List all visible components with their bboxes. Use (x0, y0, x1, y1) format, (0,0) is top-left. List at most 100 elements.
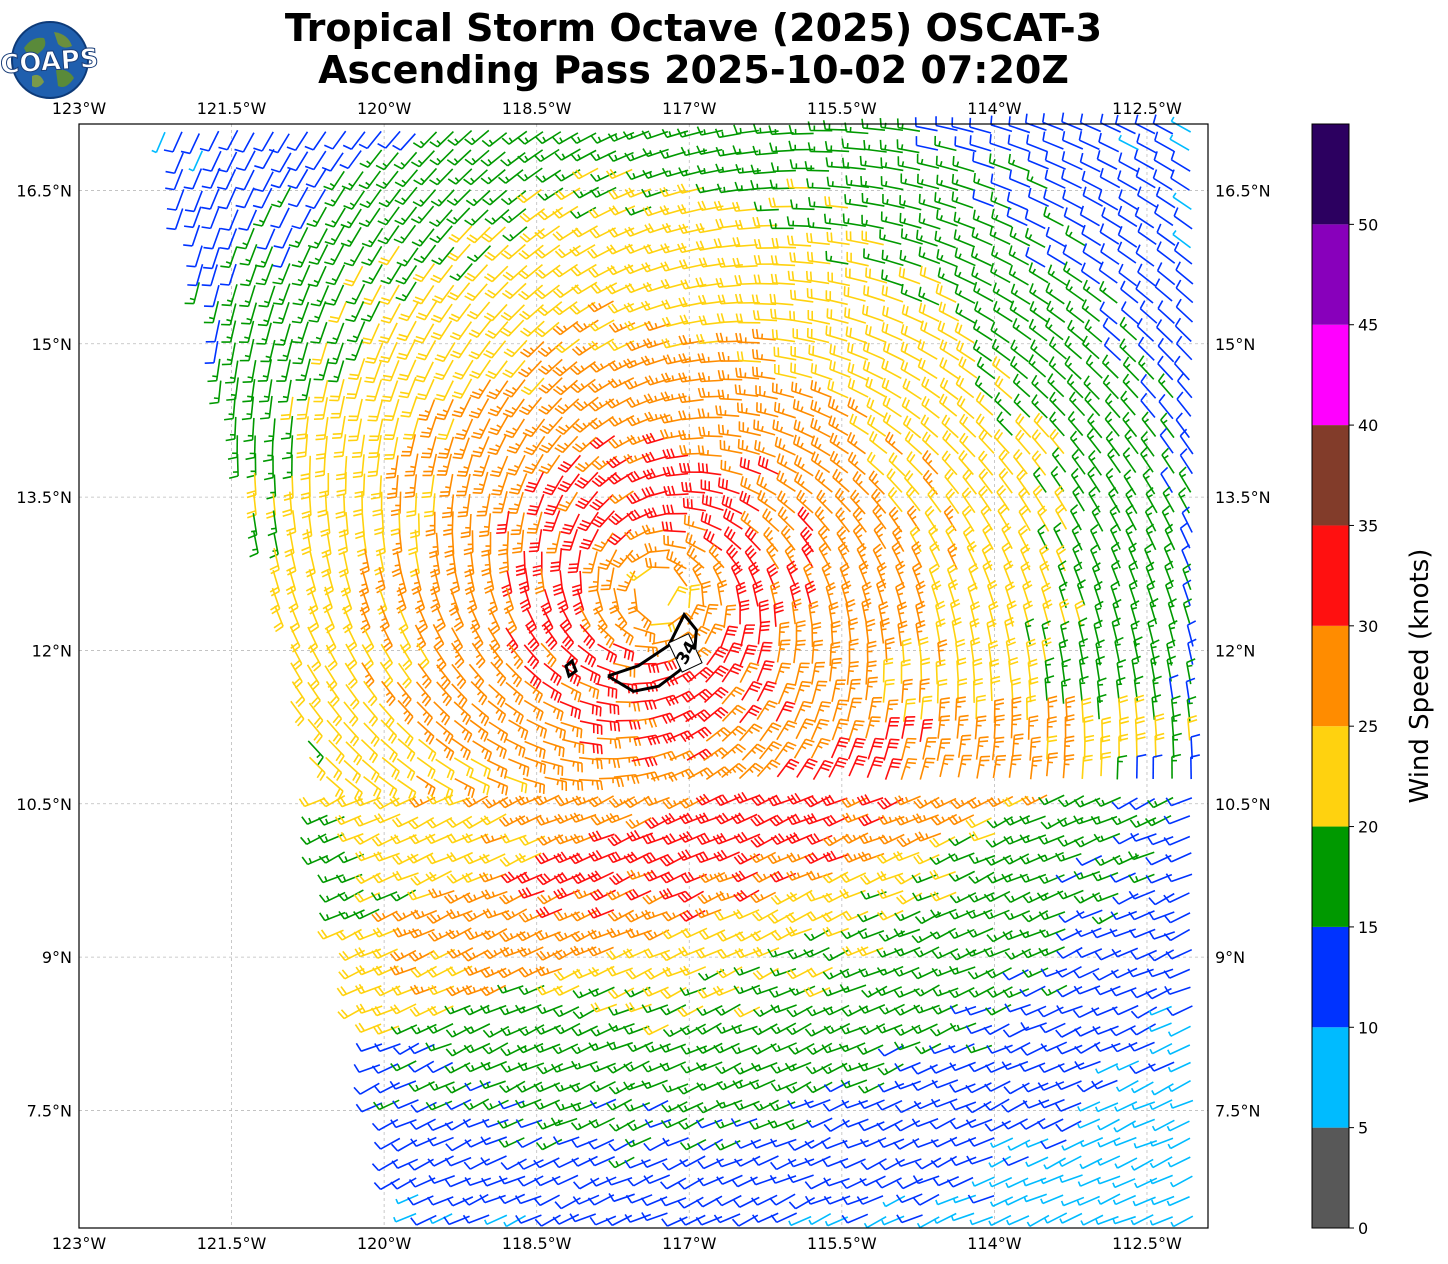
barb-flag (939, 357, 945, 367)
wind-barb (774, 436, 796, 456)
barb-flag (1046, 244, 1052, 255)
barb-shaft (487, 151, 506, 167)
wind-barb (1117, 170, 1138, 191)
wind-barb (259, 379, 273, 403)
barb-flag (496, 527, 507, 531)
wind-barb (270, 187, 292, 208)
wind-barb (1026, 134, 1048, 153)
barb-half-flag (920, 158, 924, 165)
wind-barb (942, 430, 959, 455)
barb-flag (715, 146, 721, 157)
barb-flag (312, 358, 322, 361)
barb-flag (274, 343, 285, 346)
wind-barb (314, 453, 326, 478)
barb-flag (847, 451, 854, 461)
barb-flag (825, 157, 829, 167)
barb-flag (338, 533, 349, 538)
wind-barb (330, 395, 346, 419)
barb-flag (562, 527, 572, 532)
wind-barb (413, 244, 437, 264)
barb-half-flag (264, 412, 270, 415)
barb-flag (520, 269, 530, 277)
barb-half-flag (979, 363, 985, 369)
barb-half-flag (1015, 324, 1020, 330)
barb-shaft (228, 263, 237, 286)
wind-barb (520, 320, 545, 337)
wind-barb (253, 131, 274, 152)
wind-barb (483, 303, 508, 322)
barb-flag (1176, 391, 1184, 400)
barb-half-flag (722, 150, 725, 156)
wind-barb (313, 379, 329, 403)
wind-barb (768, 197, 794, 208)
wind-barb (751, 366, 776, 380)
barb-flag (589, 230, 597, 239)
barb-flag (257, 323, 268, 327)
wind-barb (482, 189, 508, 206)
barb-shaft (1153, 159, 1174, 172)
wind-barb (243, 417, 255, 443)
barb-half-flag (365, 181, 371, 187)
barb-flag (1006, 206, 1011, 217)
wind-barb (770, 162, 796, 173)
barb-half-flag (1172, 230, 1177, 236)
barb-flag (678, 462, 683, 473)
barb-half-flag (265, 355, 271, 359)
wind-barb (792, 434, 814, 455)
wind-barb (552, 227, 579, 242)
barb-flag (905, 306, 909, 316)
barb-shaft (1012, 381, 1031, 398)
barb-half-flag (891, 440, 896, 446)
wind-barb (324, 224, 346, 246)
barb-flag (754, 440, 757, 450)
barb-half-flag (331, 298, 337, 303)
wind-barb (379, 284, 400, 305)
barb-flag (542, 528, 553, 532)
barb-flag (868, 431, 875, 441)
barb-flag (489, 473, 500, 478)
barb-flag (755, 349, 759, 359)
barb-flag (1161, 505, 1171, 513)
barb-flag (300, 492, 311, 496)
barb-flag (380, 279, 390, 285)
barb-half-flag (488, 139, 494, 145)
barb-shaft (899, 221, 922, 229)
wind-barb (1117, 241, 1137, 264)
wind-barb (501, 130, 528, 145)
barb-half-flag (333, 375, 339, 379)
barb-flag (715, 278, 720, 288)
wind-barb (1063, 207, 1085, 228)
barb-flag (861, 304, 865, 314)
barb-flag (806, 251, 810, 261)
barb-flag (1109, 504, 1118, 513)
barb-shaft (418, 205, 435, 224)
barb-half-flag (1170, 116, 1175, 122)
wind-barb (270, 207, 290, 229)
barb-flag (837, 490, 845, 500)
barb-flag (1117, 205, 1123, 215)
barb-shaft (936, 217, 958, 227)
wind-barb (859, 155, 884, 169)
wind-barb (697, 445, 722, 457)
barb-half-flag (582, 422, 587, 428)
barb-flag (470, 410, 481, 416)
barb-flag (1105, 430, 1113, 439)
barb-half-flag (1107, 400, 1113, 405)
barb-half-flag (410, 465, 416, 469)
wind-barb (184, 282, 200, 305)
wind-barb (972, 189, 994, 208)
wind-barb (1134, 206, 1155, 229)
wind-barb (397, 359, 417, 381)
wind-barb (201, 207, 220, 230)
barb-shaft (973, 218, 995, 228)
barb-flag (463, 178, 472, 186)
barb-half-flag (738, 148, 742, 154)
barb-flag (660, 279, 667, 289)
barb-flag (464, 568, 474, 574)
barb-shaft (211, 247, 220, 269)
wind-barb (791, 381, 813, 399)
barb-flag (1031, 394, 1038, 403)
wind-barb (697, 462, 722, 476)
barb-flag (393, 238, 403, 244)
barb-flag (698, 426, 702, 436)
